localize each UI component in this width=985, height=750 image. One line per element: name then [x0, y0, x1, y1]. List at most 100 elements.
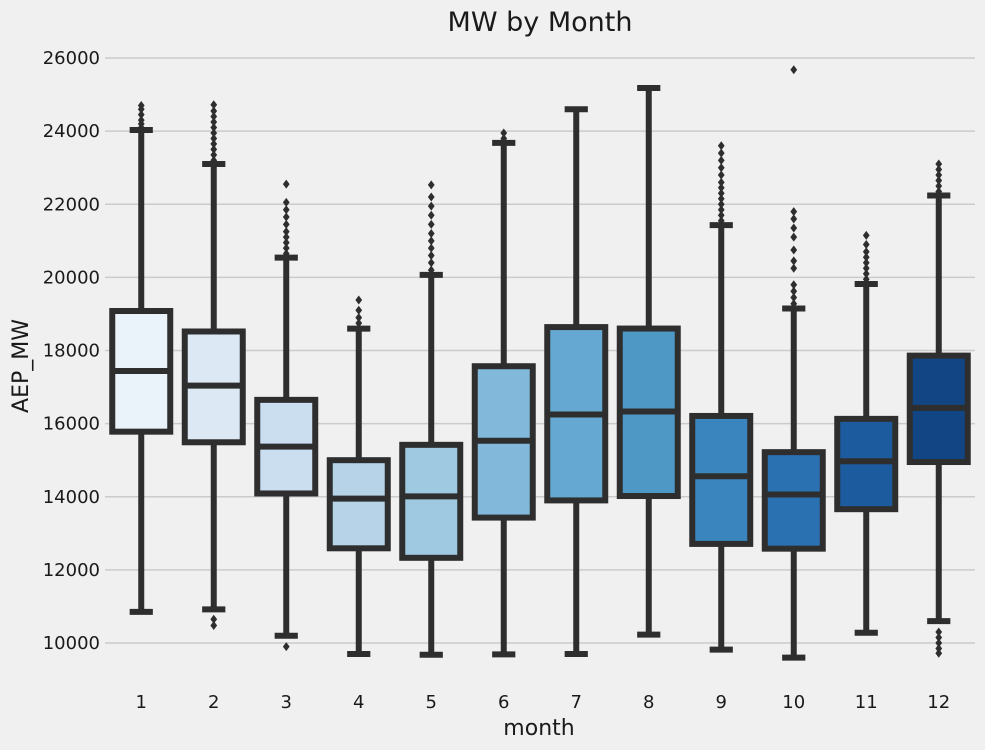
x-tick-label: 11 [855, 692, 878, 713]
y-tick-labels: 10000 12000 14000 16000 18000 20000 22000 24000… [43, 48, 100, 654]
outlier-point [717, 205, 725, 215]
y-axis-title: AEP_MW [9, 319, 34, 413]
outlier-point [355, 295, 363, 305]
box-month-8 [616, 84, 681, 638]
box-month-6 [471, 128, 536, 658]
outlier-point [210, 150, 218, 160]
x-tick-label: 5 [426, 692, 437, 713]
outlier-point [210, 100, 218, 110]
outlier-point [427, 236, 435, 246]
box-month-3 [254, 179, 319, 652]
outlier-point [427, 210, 435, 220]
outlier-point [862, 269, 870, 279]
outlier-point [427, 219, 435, 229]
outlier-point [210, 144, 218, 154]
iqr-box [761, 449, 826, 552]
box-month-2 [181, 100, 246, 630]
outlier-point [427, 201, 435, 211]
outlier-point [355, 313, 363, 323]
outlier-point [427, 180, 435, 190]
y-tick-label: 22000 [43, 194, 100, 215]
x-tick-label: 8 [643, 692, 654, 713]
gridlines [105, 57, 975, 644]
outlier-point [427, 192, 435, 202]
outlier-point [427, 265, 435, 275]
outlier-point [935, 181, 943, 191]
outlier-point [935, 186, 943, 196]
y-tick-label: 14000 [43, 487, 100, 508]
y-tick-label: 20000 [43, 267, 100, 288]
outlier-point [210, 614, 218, 624]
outlier-point [717, 170, 725, 180]
outlier-point [862, 263, 870, 273]
outlier-point [862, 230, 870, 240]
outlier-point [790, 223, 798, 233]
outlier-point [935, 627, 943, 637]
x-tick-label: 4 [353, 692, 364, 713]
box-month-5 [399, 180, 464, 658]
outlier-point [282, 219, 290, 229]
outlier-point [282, 179, 290, 189]
y-tick-label: 26000 [43, 48, 100, 69]
outlier-point [862, 258, 870, 268]
outlier-point [935, 170, 943, 180]
x-tick-label: 7 [571, 692, 582, 713]
outlier-point [282, 232, 290, 242]
outlier-point [282, 238, 290, 248]
outlier-point [210, 139, 218, 149]
y-tick-label: 16000 [43, 414, 100, 435]
box-month-12 [906, 159, 971, 658]
chart-title: MW by Month [448, 7, 633, 38]
outlier-point [717, 141, 725, 151]
outlier-point [427, 243, 435, 253]
outlier-point [790, 280, 798, 290]
outlier-point [862, 252, 870, 262]
outlier-point [717, 210, 725, 220]
outlier-point [935, 638, 943, 648]
outlier-point [717, 194, 725, 204]
y-tick-label: 24000 [43, 121, 100, 142]
outlier-point [282, 212, 290, 222]
outlier-point [862, 274, 870, 284]
outlier-point [500, 133, 508, 143]
x-tick-label: 1 [136, 692, 147, 713]
outlier-point [427, 250, 435, 260]
outlier-point [717, 188, 725, 198]
x-tick-label: 9 [716, 692, 727, 713]
outlier-point [282, 243, 290, 253]
outlier-point [137, 115, 145, 125]
outlier-point [790, 299, 798, 309]
outlier-point [717, 148, 725, 158]
outlier-point [210, 122, 218, 132]
y-tick-label: 12000 [43, 560, 100, 581]
outlier-point [717, 216, 725, 226]
x-tick-labels: 1 2 3 4 5 6 7 8 9 10 11 12 [136, 692, 951, 713]
outlier-point [935, 633, 943, 643]
outlier-point [210, 128, 218, 138]
outlier-point [282, 249, 290, 259]
x-tick-label: 10 [782, 692, 805, 713]
outlier-point [717, 199, 725, 209]
outlier-point [282, 197, 290, 207]
outlier-point [210, 117, 218, 127]
y-tick-label: 18000 [43, 341, 100, 362]
outlier-point [210, 155, 218, 165]
outlier-point [790, 214, 798, 224]
outlier-point [210, 112, 218, 121]
outlier-point [717, 163, 725, 173]
outlier-point [790, 263, 798, 273]
outlier-point [862, 247, 870, 257]
outlier-point [862, 239, 870, 249]
outlier-point [935, 643, 943, 653]
x-tick-label: 3 [281, 692, 292, 713]
outlier-point [137, 110, 145, 120]
outlier-point [790, 65, 798, 75]
outlier-point [717, 177, 725, 187]
x-tick-label: 6 [498, 692, 509, 713]
outlier-point [210, 620, 218, 630]
box-month-1 [109, 101, 174, 615]
x-tick-label: 2 [208, 692, 219, 713]
box-month-4 [326, 295, 391, 657]
